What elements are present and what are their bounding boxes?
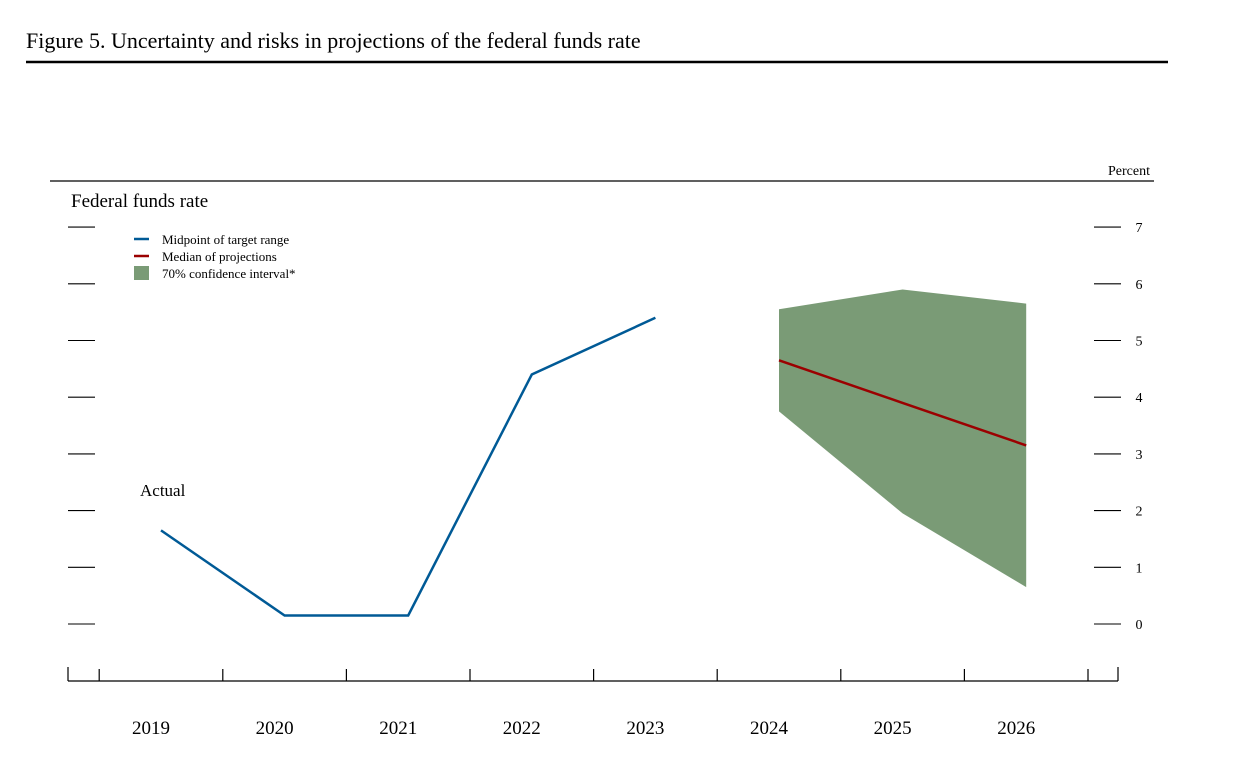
x-tick-label: 2023	[626, 718, 664, 739]
legend-label-median: Median of projections	[162, 249, 277, 264]
y-tick-label: 4	[1136, 391, 1143, 406]
y-tick-label: 5	[1136, 335, 1143, 350]
y-tick-label: 0	[1136, 618, 1143, 633]
y-axis-ticks: 0 1 2 3 4 5 6 7	[68, 221, 1143, 633]
actual-annotation: Actual	[140, 481, 186, 500]
series-line-median	[778, 359, 1027, 447]
x-tick-label: 2024	[750, 718, 789, 739]
confidence-band-layer	[779, 289, 1027, 588]
x-tick-label: 2021	[379, 718, 417, 739]
series-layer	[160, 316, 1027, 617]
confidence-band	[779, 289, 1027, 588]
x-axis: 2019 2020 2021 2022 2023 2024 2025 2026	[67, 667, 1119, 739]
x-axis-ticks: 2019 2020 2021 2022 2023 2024 2025 2026	[98, 669, 1089, 739]
x-tick-label: 2022	[503, 718, 541, 739]
x-tick-label: 2025	[874, 718, 912, 739]
y-tick-label: 3	[1136, 448, 1143, 463]
y-tick-label: 6	[1136, 278, 1143, 293]
series-line-midpoint	[160, 316, 656, 617]
y-unit-label: Percent	[1108, 164, 1150, 179]
x-tick-label: 2026	[997, 718, 1035, 739]
legend-label-actual: Midpoint of target range	[162, 232, 289, 247]
y-tick-label: 7	[1136, 221, 1143, 236]
y-tick-label: 2	[1136, 505, 1143, 520]
legend-swatch-band	[134, 266, 149, 280]
legend: Midpoint of target range Median of proje…	[134, 232, 296, 281]
figure-title: Figure 5. Uncertainty and risks in proje…	[26, 28, 641, 53]
x-tick-label: 2019	[132, 718, 170, 739]
legend-label-band: 70% confidence interval*	[162, 266, 296, 281]
x-tick-label: 2020	[256, 718, 294, 739]
y-tick-label: 1	[1136, 561, 1143, 576]
chart-title: Federal funds rate	[71, 191, 208, 212]
